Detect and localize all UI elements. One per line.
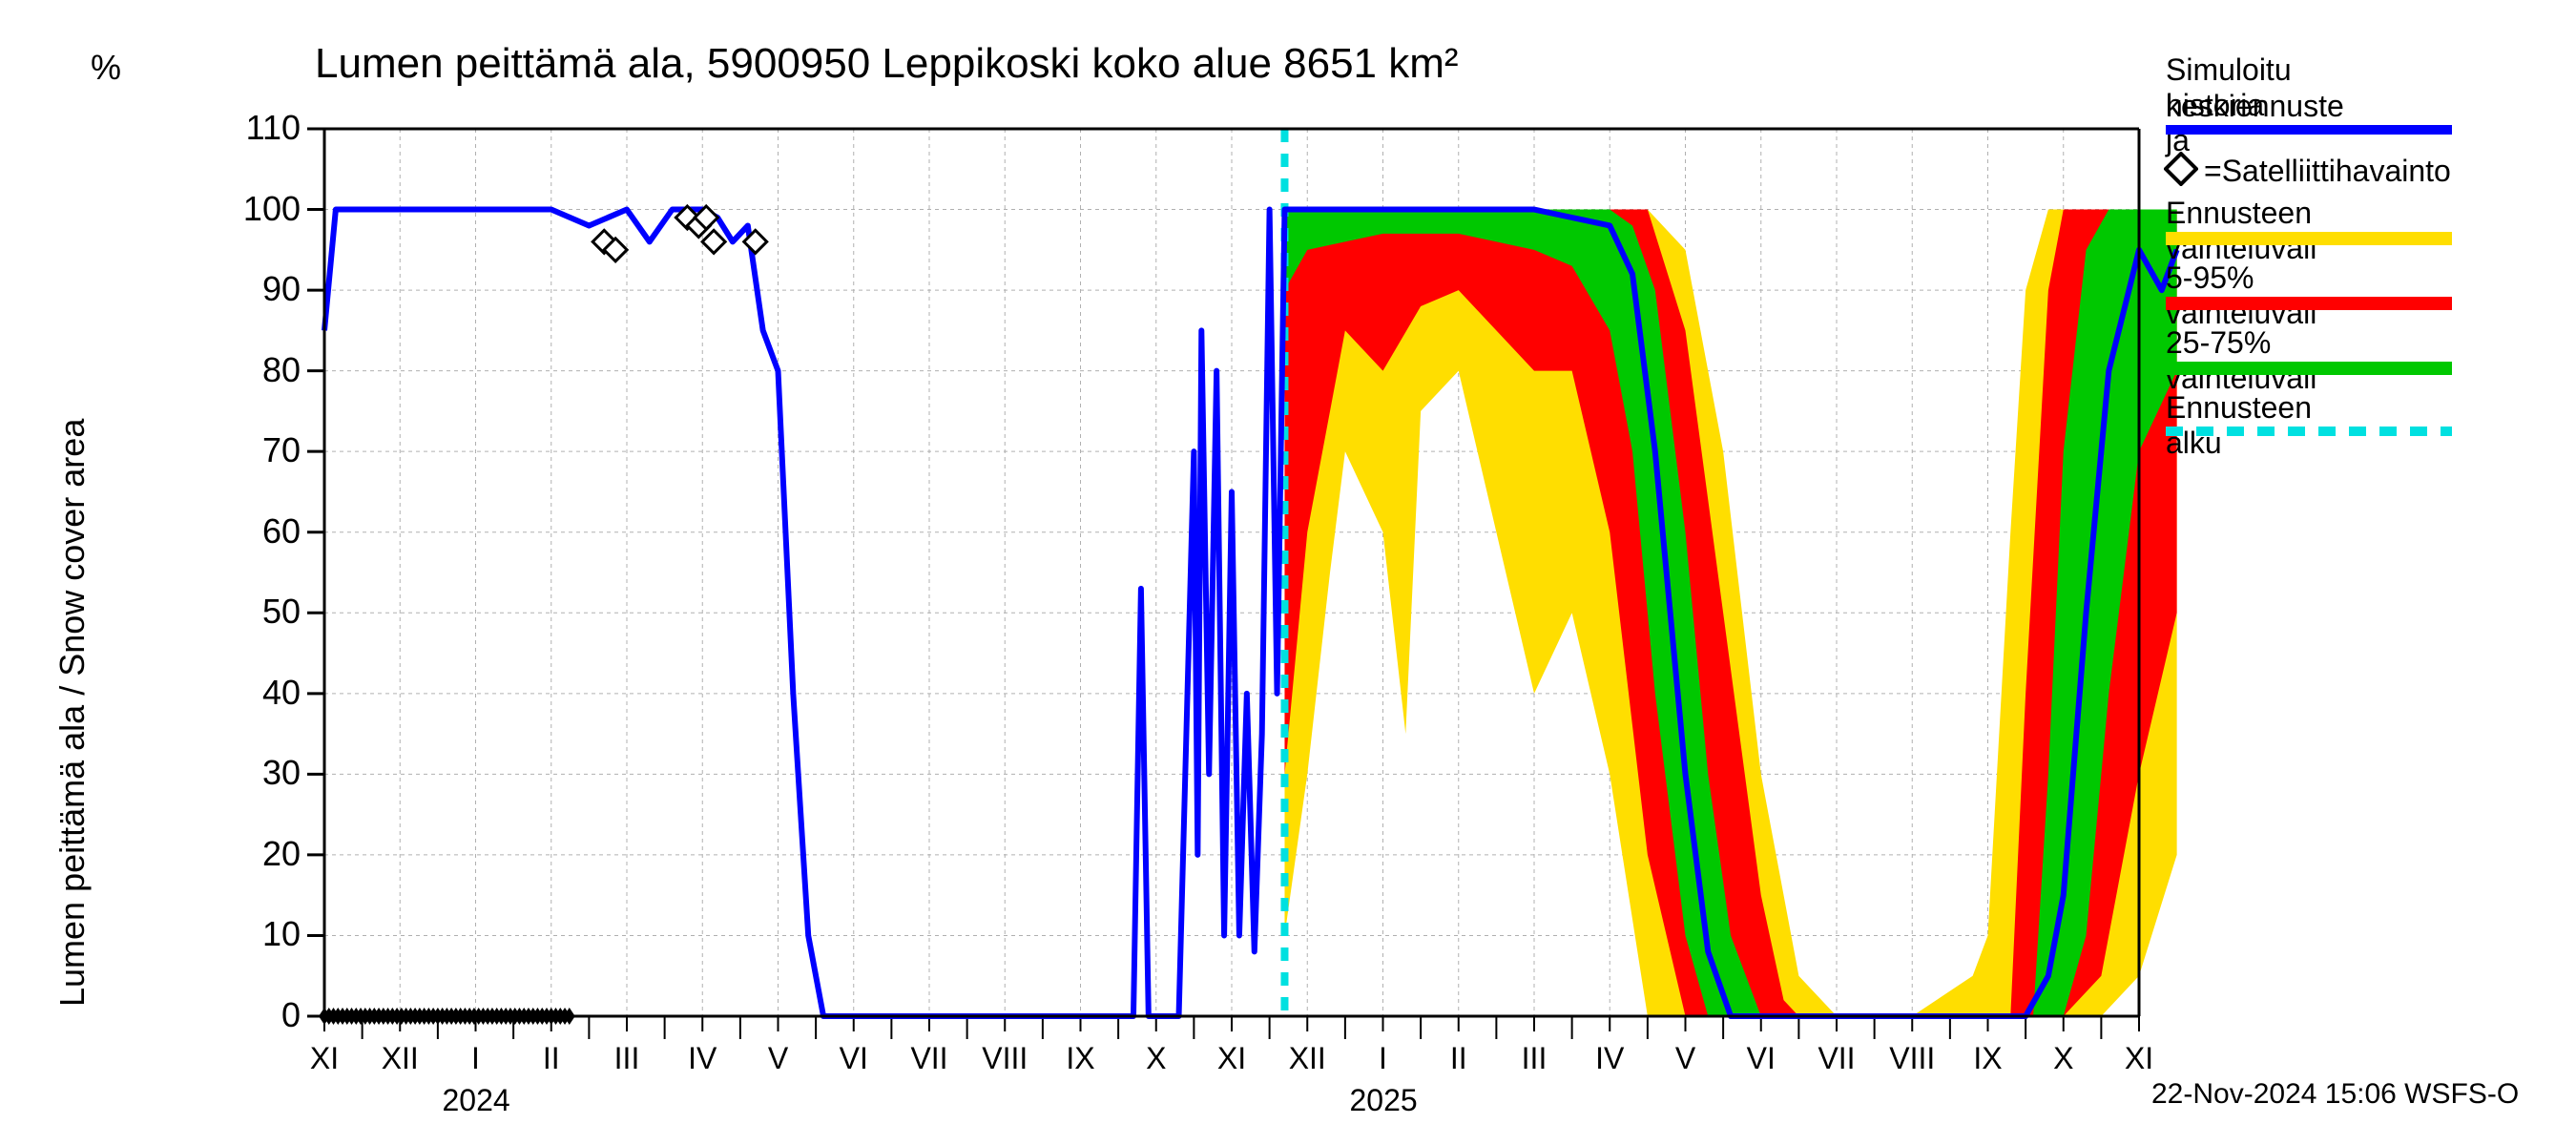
x-tick-month: VI — [830, 1041, 878, 1076]
footer-timestamp: 22-Nov-2024 15:06 WSFS-O — [2151, 1078, 2519, 1111]
y-tick: 0 — [234, 995, 301, 1035]
x-tick-month: VII — [1813, 1041, 1860, 1076]
x-tick-month: II — [528, 1041, 575, 1076]
x-tick-month: I — [452, 1041, 500, 1076]
x-tick-month: XII — [376, 1041, 424, 1076]
x-tick-month: XI — [1208, 1041, 1256, 1076]
x-tick-month: VIII — [1888, 1041, 1936, 1076]
x-tick-month: X — [2040, 1041, 2088, 1076]
y-tick: 100 — [234, 189, 301, 229]
x-tick-month: VII — [905, 1041, 953, 1076]
legend-label: Ennusteen vaihteluväli — [2166, 196, 2316, 266]
x-tick-month: XI — [2115, 1041, 2163, 1076]
x-tick-month: IV — [678, 1041, 726, 1076]
x-tick-month: VI — [1737, 1041, 1785, 1076]
x-tick-month: IV — [1586, 1041, 1633, 1076]
x-tick-month: X — [1132, 1041, 1180, 1076]
x-tick-month: IX — [1964, 1041, 2012, 1076]
legend-swatch — [2166, 362, 2452, 375]
x-tick-month: VIII — [981, 1041, 1028, 1076]
x-tick-month: I — [1360, 1041, 1407, 1076]
legend-label: =Satelliittihavainto — [2204, 154, 2451, 189]
y-axis-label: Lumen peittämä ala / Snow cover area — [52, 419, 93, 1007]
legend-label: 25-75% vaihteluväli — [2166, 325, 2316, 396]
y-tick: 50 — [234, 592, 301, 632]
y-axis-unit: % — [91, 48, 121, 88]
x-year-label: 2025 — [1350, 1083, 1418, 1118]
y-tick: 70 — [234, 430, 301, 470]
x-tick-month: V — [1662, 1041, 1710, 1076]
chart-container: Lumen peittämä ala, 5900950 Leppikoski k… — [0, 0, 2576, 1145]
legend-swatch — [2166, 232, 2452, 245]
x-tick-month: V — [755, 1041, 802, 1076]
legend-swatch — [2166, 125, 2452, 135]
x-tick-month: II — [1435, 1041, 1483, 1076]
y-tick: 30 — [234, 753, 301, 793]
legend-label: 5-95% vaihteluväli — [2166, 260, 2316, 331]
x-tick-month: III — [603, 1041, 651, 1076]
y-tick: 20 — [234, 834, 301, 874]
x-tick-month: XII — [1283, 1041, 1331, 1076]
y-tick: 10 — [234, 914, 301, 954]
legend-label: Ennusteen alku — [2166, 390, 2312, 461]
legend-swatch — [2166, 297, 2452, 310]
x-tick-month: IX — [1057, 1041, 1105, 1076]
y-tick: 80 — [234, 350, 301, 390]
y-tick: 40 — [234, 673, 301, 713]
legend-label: keskiennuste — [2166, 89, 2344, 124]
x-tick-month: III — [1510, 1041, 1558, 1076]
x-tick-month: XI — [301, 1041, 348, 1076]
x-year-label: 2024 — [443, 1083, 510, 1118]
y-tick: 90 — [234, 269, 301, 309]
chart-title: Lumen peittämä ala, 5900950 Leppikoski k… — [315, 40, 1459, 88]
y-tick: 110 — [234, 108, 301, 148]
y-tick: 60 — [234, 511, 301, 552]
legend-swatch — [2166, 427, 2452, 436]
